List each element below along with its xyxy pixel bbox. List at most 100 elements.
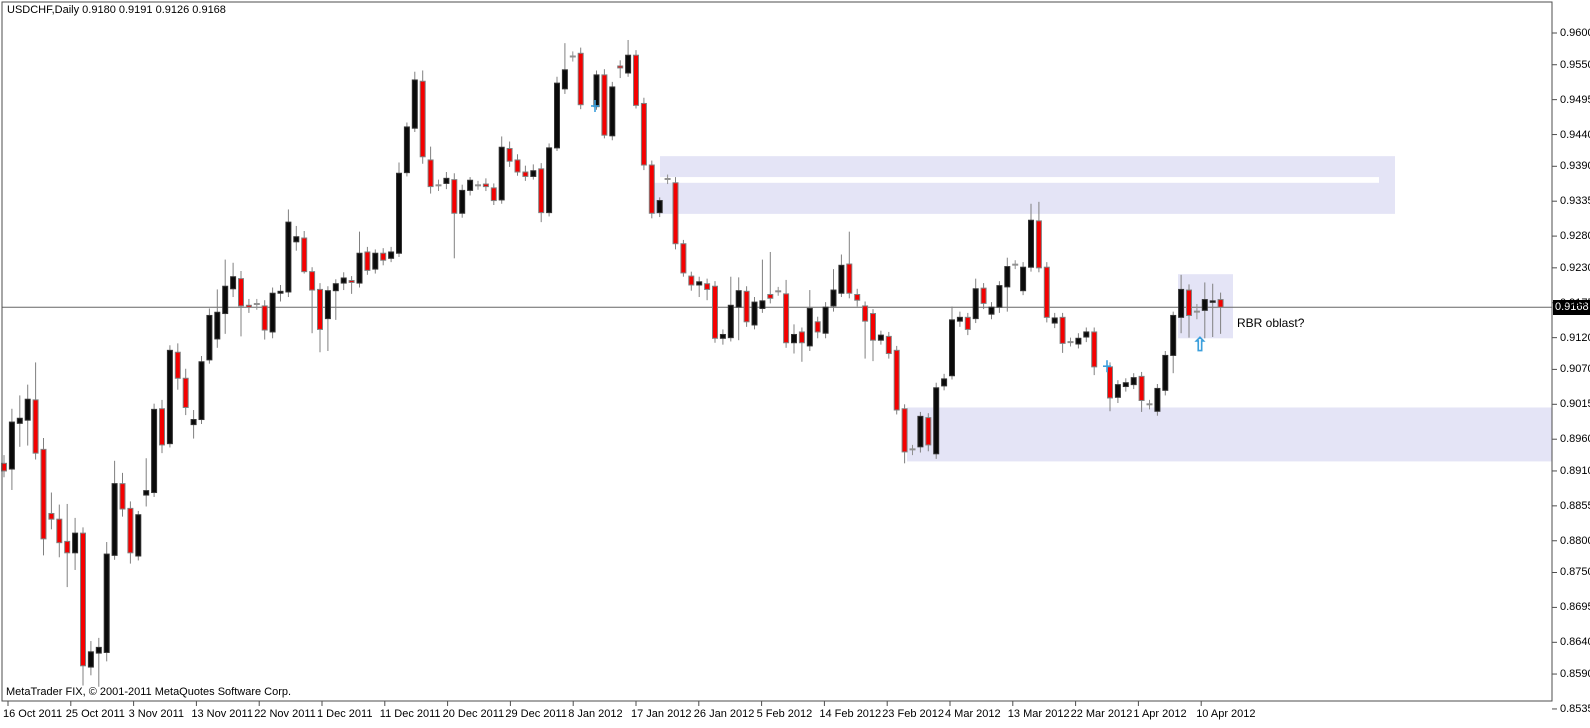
bear-candle [640,102,647,166]
bull-candle [696,281,703,286]
bear-candle [617,65,624,69]
bear-candle [964,316,971,330]
price-axis-label: 0.8535 [1560,702,1590,715]
up-arrow-icon[interactable]: ⇧ [1192,335,1208,356]
bull-candle [111,483,118,556]
bull-candle [1178,288,1185,318]
time-axis-label: 22 Nov 2011 [254,708,316,720]
bull-candle [372,252,379,270]
price-axis-label: 0.9335 [1560,195,1590,208]
time-axis-label: 8 Jan 2012 [568,708,623,720]
supply-zone-lower[interactable] [653,182,1395,214]
bull-candle [1004,266,1011,288]
price-axis-label: 0.9015 [1560,398,1590,411]
copyright-text: MetaTrader FIX, © 2001-2011 MetaQuotes S… [6,686,292,698]
bear-candle [127,507,134,554]
bull-candle [135,514,142,557]
bear-candle [1186,289,1192,316]
bear-candle [783,293,790,344]
bear-candle [798,331,805,344]
bear-candle [80,532,86,667]
bull-candle [625,54,632,74]
current-price-badge: 0.9168 [1553,300,1590,315]
bear-candle [925,417,932,446]
bull-candle [735,290,742,308]
bull-candle [72,532,79,554]
bull-candle [166,349,173,445]
bear-candle [577,52,584,106]
bull-candle [467,179,474,191]
bear-candle [522,171,529,177]
blue-cross-marker[interactable] [591,99,599,112]
bear-candle [301,237,308,273]
time-axis-label: 23 Feb 2012 [882,708,944,720]
bull-candle [751,301,758,326]
time-axis-label: 29 Dec 2011 [505,708,567,720]
price-axis-label: 0.8855 [1560,499,1590,512]
bull-candle [949,319,955,377]
bull-candle [340,277,347,284]
bear-candle [893,349,900,411]
bull-candle [941,378,948,387]
bull-candle [198,361,205,421]
bear-candle [32,399,39,454]
bear-candle [348,280,355,283]
bear-candle [380,252,387,261]
bull-candle [609,86,616,137]
bull-candle [8,421,15,470]
bull-candle [806,307,813,347]
supply-zone-upper[interactable] [660,156,1395,178]
bull-candle [996,285,1003,308]
bull-candle [759,300,766,309]
time-axis-label: 22 Mar 2012 [1070,708,1133,720]
bull-candle [324,290,331,320]
bull-candle [719,333,726,339]
bull-candle [396,172,402,254]
bear-candle [846,263,853,294]
bull-candle [403,126,410,174]
bull-candle [877,334,884,341]
time-axis-label: 16 Oct 2011 [3,708,63,720]
bull-candle [269,292,276,333]
bull-candle [332,283,339,292]
bull-candle [1170,314,1177,356]
bull-candle [87,651,94,668]
bear-candle [814,321,821,333]
bull-candle [1201,299,1208,311]
bear-candle [482,183,489,188]
bear-candle [238,278,244,307]
rbr-annotation-label[interactable]: RBR oblast? [1237,316,1305,330]
bear-candle [427,159,434,188]
time-axis-label: 17 Jan 2012 [631,708,692,720]
time-axis-label: 3 Nov 2011 [128,708,185,720]
bull-candle [988,306,995,315]
bull-candle [443,177,450,184]
bull-candle [830,289,837,307]
bull-candle [972,288,979,320]
chart-frame [1,1,1553,702]
bull-candle [356,252,363,284]
supply-zone-join[interactable] [1379,176,1395,184]
bull-candle [933,387,940,455]
bull-candle [1075,337,1082,345]
bear-candle [633,54,639,106]
bear-candle [712,285,718,339]
blue-cross-marker[interactable] [1103,360,1111,373]
demand-zone[interactable] [907,407,1552,462]
chart-title: USDCHF,Daily 0.9180 0.9191 0.9126 0.9168 [7,4,226,16]
bull-candle [546,147,553,214]
time-axis-label: 13 Nov 2011 [191,708,253,720]
bull-candle [561,69,568,90]
price-axis-label: 0.9175 [1560,296,1590,309]
candles-group [1,39,1224,687]
bear-candle [1217,299,1224,308]
